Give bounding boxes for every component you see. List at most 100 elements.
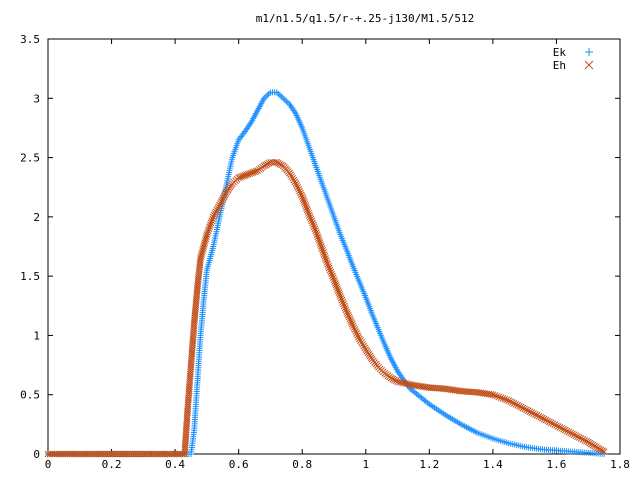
- data-point: [290, 176, 298, 184]
- data-point: [360, 342, 368, 350]
- data-point: [218, 198, 225, 205]
- data-point: [197, 253, 205, 260]
- data-point: [264, 92, 271, 99]
- data-point: [297, 191, 305, 199]
- data-point: [276, 92, 283, 99]
- data-point: [318, 245, 326, 252]
- data-point: [499, 395, 507, 402]
- data-point: [567, 429, 574, 437]
- data-point: [521, 405, 529, 413]
- data-point: [294, 184, 302, 191]
- data-point: [346, 315, 354, 323]
- data-point: [286, 169, 293, 177]
- data-point: [197, 255, 204, 262]
- data-point: [291, 178, 299, 186]
- data-point: [338, 296, 346, 304]
- data-point: [353, 330, 361, 337]
- y-tick-label: 0: [33, 448, 40, 461]
- data-point: [334, 285, 341, 293]
- data-point: [348, 319, 355, 326]
- data-point: [302, 202, 310, 210]
- y-tick-label: 2: [33, 211, 40, 224]
- data-point: [348, 320, 356, 328]
- data-point: [322, 256, 330, 264]
- data-point: [400, 379, 407, 387]
- data-point: [337, 292, 344, 300]
- data-point: [514, 401, 521, 409]
- data-point: [292, 180, 300, 188]
- legend-label-ek: Ek: [553, 46, 567, 59]
- x-tick-label: 1.4: [483, 458, 503, 471]
- data-point: [319, 247, 327, 254]
- data-point: [351, 326, 359, 334]
- data-point: [342, 306, 350, 314]
- data-point: [507, 398, 514, 405]
- data-point: [544, 417, 551, 425]
- data-point: [208, 217, 216, 225]
- data-point: [209, 213, 217, 221]
- y-tick-label: 1.5: [20, 270, 40, 283]
- data-point: [252, 167, 260, 175]
- data-point: [198, 249, 206, 256]
- data-point: [335, 289, 343, 296]
- data-point: [315, 235, 322, 242]
- data-point: [519, 404, 527, 412]
- data-point: [281, 96, 288, 103]
- data-point: [203, 231, 211, 238]
- y-tick-label: 3: [33, 92, 40, 105]
- data-point: [491, 392, 499, 399]
- data-point: [300, 197, 307, 204]
- data-point: [551, 421, 559, 428]
- data-point: [344, 310, 351, 317]
- data-point: [199, 245, 207, 252]
- data-point: [340, 302, 348, 310]
- data-point: [537, 413, 544, 421]
- data-point: [583, 437, 590, 445]
- series-ek: [45, 89, 608, 457]
- data-point: [340, 300, 347, 308]
- y-tick-label: 2.5: [20, 152, 40, 165]
- data-point: [512, 400, 520, 408]
- series-eh: [44, 158, 608, 458]
- data-point: [212, 208, 220, 216]
- y-tick-label: 1: [33, 329, 40, 342]
- data-point: [221, 191, 229, 199]
- data-point: [561, 426, 569, 434]
- data-point: [495, 393, 503, 401]
- data-point: [581, 436, 589, 444]
- data-point: [325, 262, 332, 270]
- data-point: [530, 410, 537, 417]
- x-tick-label: 0.8: [292, 458, 312, 471]
- x-tick-label: 1.6: [547, 458, 567, 471]
- data-point: [328, 270, 335, 278]
- data-point: [358, 339, 365, 346]
- data-point: [306, 211, 313, 219]
- data-point: [356, 335, 363, 343]
- data-point: [359, 340, 366, 348]
- data-point: [334, 287, 342, 295]
- data-point: [296, 187, 303, 195]
- data-point: [203, 233, 210, 240]
- data-point: [201, 237, 209, 244]
- data-point: [314, 233, 322, 240]
- data-point: [329, 272, 336, 280]
- x-tick-label: 1.8: [610, 458, 630, 471]
- data-point: [538, 414, 546, 422]
- data-point: [361, 344, 369, 352]
- data-point: [325, 264, 333, 272]
- data-point: [284, 99, 291, 106]
- data-point: [354, 331, 361, 339]
- data-point: [341, 304, 349, 312]
- data-point: [306, 213, 314, 221]
- data-point: [497, 394, 505, 402]
- data-point: [565, 428, 573, 436]
- data-point: [202, 235, 210, 242]
- data-point: [398, 379, 405, 386]
- data-point: [301, 200, 309, 208]
- data-point: [198, 251, 205, 258]
- data-point: [278, 93, 285, 100]
- data-point: [394, 378, 401, 386]
- data-point: [317, 241, 324, 248]
- data-point: [307, 215, 315, 223]
